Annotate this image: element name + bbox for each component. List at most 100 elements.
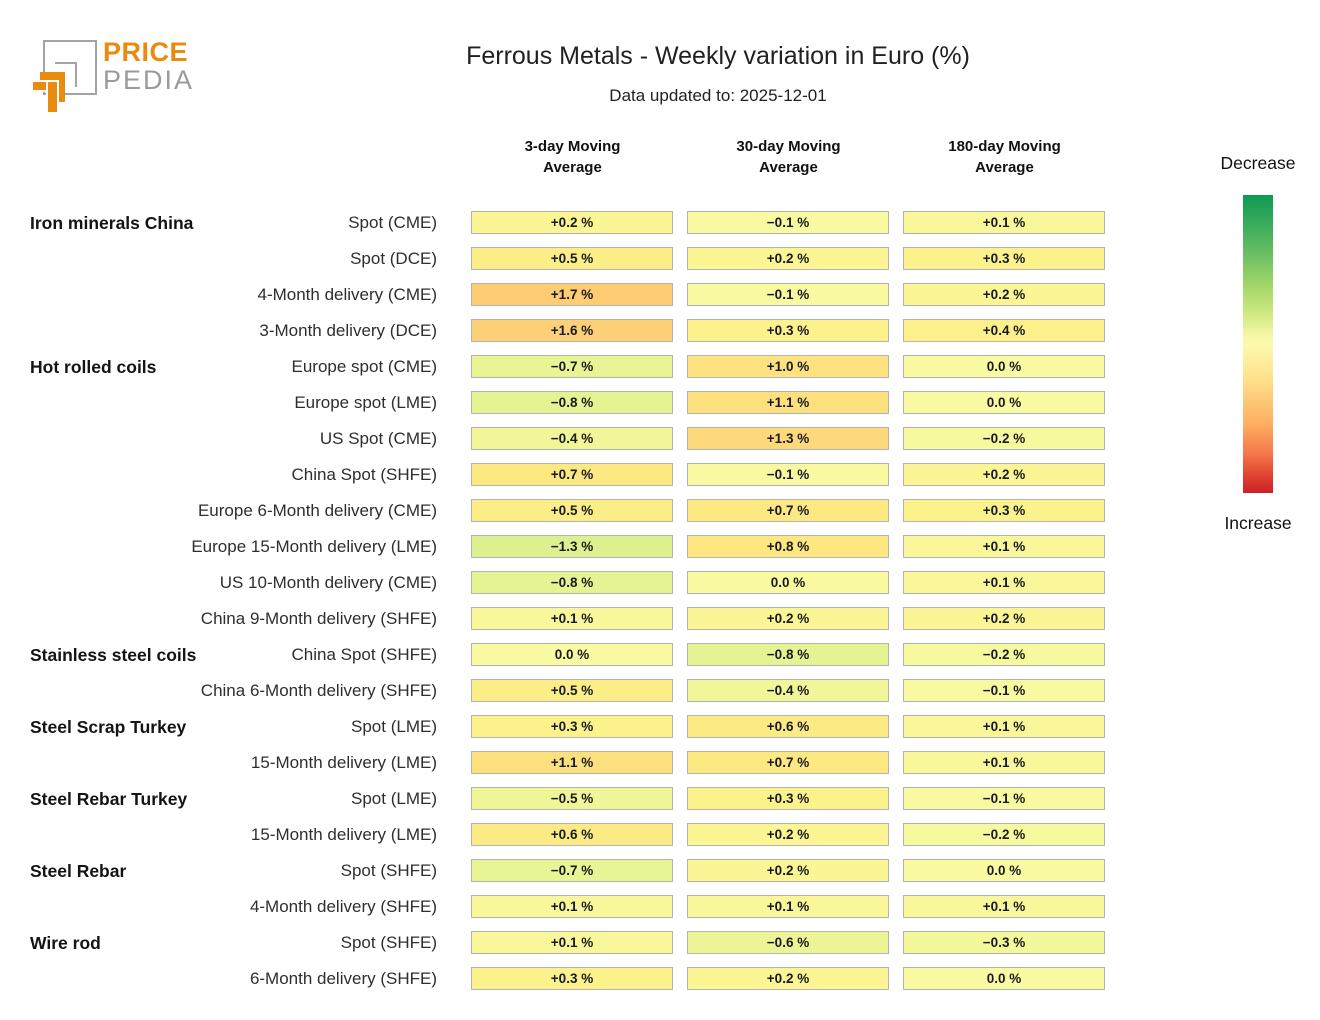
row-label: China Spot (SHFE) [291,465,438,484]
row-label: 6-Month delivery (SHFE) [249,969,437,988]
heatmap-cell: +1.0 % [687,355,889,378]
logo-inner-square-icon [55,62,77,87]
heatmap-cell: +1.7 % [471,283,673,306]
heatmap-cell: −0.7 % [471,355,673,378]
heatmap-cell: +0.2 % [687,859,889,882]
table-row: China 6-Month delivery (SHFE) +0.5 % −0.4 … [0,673,1320,709]
heatmap-cell: +0.3 % [903,247,1105,270]
heatmap-cell: +0.7 % [471,463,673,486]
group-label: Steel Scrap Turkey [30,716,187,737]
row-label: Europe 6-Month delivery (CME) [197,501,437,520]
heatmap-cell: +1.3 % [687,427,889,450]
heatmap-cell: −0.2 % [903,643,1105,666]
heatmap-cell: +0.8 % [687,535,889,558]
heatmap-cell: 0.0 % [471,643,673,666]
heatmap-cell: +0.2 % [903,283,1105,306]
heatmap-cell: 0.0 % [903,967,1105,990]
heatmap-cell: +0.2 % [687,967,889,990]
heatmap-table: Iron minerals China Spot (CME) +0.2 % −0.1 … [0,205,1320,997]
table-row: Europe spot (LME) −0.8 % +1.1 % 0.0 % [0,385,1320,421]
table-row: Iron minerals China Spot (CME) +0.2 % −0.1 … [0,205,1320,241]
table-row: Steel Rebar Spot (SHFE) −0.7 % +0.2 % 0.0 % [0,853,1320,889]
heatmap-cell: −0.1 % [903,679,1105,702]
heatmap-cell: −0.1 % [903,787,1105,810]
heatmap-cell: −0.3 % [903,931,1105,954]
column-header-180-day: 180-day Moving Average [948,138,1061,176]
group-label: Stainless steel coils [30,644,197,665]
heatmap-cell: 0.0 % [687,571,889,594]
row-label: China 6-Month delivery (SHFE) [200,681,437,700]
group-label: Wire rod [30,932,101,953]
heatmap-cell: +0.1 % [471,895,673,918]
logo-outer-square-icon [43,40,97,95]
table-row: 4-Month delivery (CME) +1.7 % −0.1 % +0.2 % [0,277,1320,313]
group-label: Iron minerals China [30,212,194,233]
heatmap-cell: −0.7 % [471,859,673,882]
row-label: Spot (SHFE) [340,861,437,880]
table-row: Wire rod Spot (SHFE) +0.1 % −0.6 % −0.3 % [0,925,1320,961]
heatmap-cell: +0.3 % [471,967,673,990]
heatmap-cell: +0.1 % [471,607,673,630]
row-label: Spot (LME) [351,717,437,736]
heatmap-cell: −1.3 % [471,535,673,558]
logo-wordmark: PRICE PEDIA [103,38,194,94]
table-row: China 9-Month delivery (SHFE) +0.1 % +0.2 … [0,601,1320,637]
heatmap-cell: −0.8 % [687,643,889,666]
table-row: China Spot (SHFE) +0.7 % −0.1 % +0.2 % [0,457,1320,493]
heatmap-cell: +1.1 % [687,391,889,414]
table-row: Europe 6-Month delivery (CME) +0.5 % +0.7 … [0,493,1320,529]
table-row: Europe 15-Month delivery (LME) −1.3 % +0.8… [0,529,1320,565]
legend-increase-label: Increase [1224,513,1292,533]
heatmap-cell: +0.1 % [903,895,1105,918]
heatmap-cell: +0.2 % [687,823,889,846]
heatmap-cell: −0.1 % [687,463,889,486]
heatmap-cell: +0.3 % [903,499,1105,522]
colorbar-gradient [1243,195,1273,493]
row-label: Spot (CME) [348,213,437,232]
logo-text-pedia: PEDIA [103,65,195,95]
legend-decrease-label: Decrease [1220,153,1296,173]
table-row: 6-Month delivery (SHFE) +0.3 % +0.2 % 0.0 % [0,961,1320,997]
row-label: Europe spot (LME) [294,393,437,412]
heatmap-cell: −0.1 % [687,211,889,234]
table-row: 15-Month delivery (LME) +1.1 % +0.7 % +0.1 … [0,745,1320,781]
heatmap-cell: −0.5 % [471,787,673,810]
table-row: 15-Month delivery (LME) +0.6 % +0.2 % −0.2 … [0,817,1320,853]
table-row: Stainless steel coils China Spot (SHFE) 0.… [0,637,1320,673]
heatmap-cell: 0.0 % [903,859,1105,882]
row-label: 15-Month delivery (LME) [250,825,437,844]
heatmap-cell: +0.5 % [471,499,673,522]
heatmap-cell: +0.1 % [687,895,889,918]
heatmap-cell: +0.3 % [687,787,889,810]
row-label: Spot (SHFE) [340,933,437,952]
heatmap-cell: +0.1 % [903,535,1105,558]
heatmap-cell: −0.8 % [471,391,673,414]
pricepedia-logo: PRICE PEDIA [33,38,253,118]
row-label: US Spot (CME) [319,429,437,448]
heatmap-cell: +1.1 % [471,751,673,774]
column-header-3-day: 3-day Moving Average [524,138,621,176]
table-row: US Spot (CME) −0.4 % +1.3 % −0.2 % [0,421,1320,457]
heatmap-cell: +0.2 % [471,211,673,234]
heatmap-cell: −0.4 % [687,679,889,702]
heatmap-cell: +0.2 % [903,607,1105,630]
heatmap-cell: +0.3 % [471,715,673,738]
heatmap-cell: +0.6 % [687,715,889,738]
row-label: China Spot (SHFE) [291,645,438,664]
heatmap-cell: +0.1 % [903,751,1105,774]
table-row: Steel Rebar Turkey Spot (LME) −0.5 % +0.3 %… [0,781,1320,817]
heatmap-cell: −0.2 % [903,427,1105,450]
heatmap-cell: +0.5 % [471,247,673,270]
row-label: 15-Month delivery (LME) [250,753,437,772]
heatmap-cell: +0.5 % [471,679,673,702]
row-label: Spot (DCE) [350,249,437,268]
group-label: Hot rolled coils [30,356,157,377]
row-label: Europe 15-Month delivery (LME) [191,537,437,556]
heatmap-cell: −0.4 % [471,427,673,450]
heatmap-cell: +0.1 % [471,931,673,954]
heatmap-cell: +0.4 % [903,319,1105,342]
heatmap-cell: 0.0 % [903,391,1105,414]
heatmap-cell: +0.2 % [687,607,889,630]
heatmap-cell: +0.6 % [471,823,673,846]
